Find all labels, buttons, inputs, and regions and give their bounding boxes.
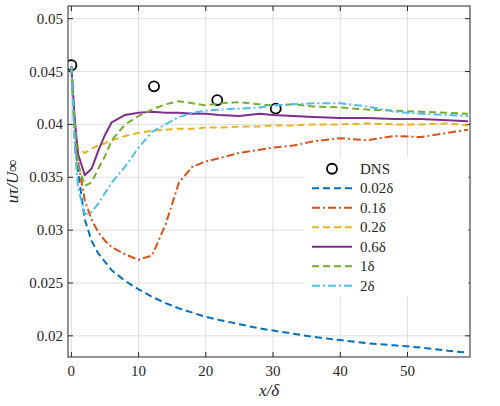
x-grid-line bbox=[71, 6, 72, 357]
legend-line bbox=[312, 187, 352, 189]
chart: 0 10 20 30 40 50 0.02 0.025 0.03 0.035 0.04 0.045 0.… bbox=[0, 0, 500, 406]
x-tick bbox=[407, 352, 408, 357]
legend-line bbox=[312, 226, 352, 228]
y-tick bbox=[465, 335, 470, 336]
x-grid-line bbox=[205, 6, 206, 357]
legend-label: DNS bbox=[360, 161, 390, 177]
x-axis-label: x/δ bbox=[258, 381, 280, 400]
y-tick bbox=[68, 230, 73, 231]
legend-box bbox=[305, 158, 468, 297]
data bbox=[68, 60, 468, 353]
legend-label: 0.1δ bbox=[360, 200, 386, 216]
x-tick bbox=[340, 6, 341, 11]
x-grid-line bbox=[273, 6, 274, 357]
x-tick bbox=[273, 6, 274, 11]
legend-marker bbox=[327, 164, 337, 174]
y-tick bbox=[68, 177, 73, 178]
legend-label: 0.02δ bbox=[360, 180, 393, 196]
y-tick-label: 0.05 bbox=[37, 11, 63, 27]
x-tick bbox=[407, 6, 408, 11]
legend-label: 1δ bbox=[360, 258, 375, 274]
x-tick bbox=[71, 352, 72, 357]
y-tick-label: 0.045 bbox=[29, 64, 63, 80]
y-tick bbox=[68, 18, 73, 19]
legend-line bbox=[312, 246, 352, 248]
x-grid-line bbox=[138, 6, 139, 357]
legend-line bbox=[312, 207, 352, 209]
y-tick-label: 0.03 bbox=[37, 222, 63, 238]
y-tick-label: 0.02 bbox=[37, 328, 63, 344]
y-grid-line bbox=[68, 18, 470, 19]
x-tick-label: 30 bbox=[266, 363, 281, 379]
y-tick bbox=[68, 335, 73, 336]
axes: 0 10 20 30 40 50 0.02 0.025 0.03 0.035 0.04 0.045 0.… bbox=[29, 6, 470, 379]
legend-label: 0.6δ bbox=[360, 239, 386, 255]
y-tick-label: 0.035 bbox=[29, 169, 63, 185]
background bbox=[0, 0, 500, 406]
y-tick bbox=[465, 71, 470, 72]
x-tick bbox=[205, 6, 206, 11]
y-tick-label: 0.025 bbox=[29, 275, 63, 291]
legend-label: 0.2δ bbox=[360, 219, 386, 235]
y-tick bbox=[68, 282, 73, 283]
x-tick bbox=[71, 6, 72, 11]
data-line bbox=[71, 66, 468, 153]
x-tick bbox=[205, 352, 206, 357]
y-grid-line bbox=[68, 335, 470, 336]
legend-line bbox=[312, 285, 352, 287]
plot-area bbox=[68, 6, 470, 357]
y-tick bbox=[465, 18, 470, 19]
x-tick bbox=[138, 352, 139, 357]
data-line bbox=[71, 66, 468, 353]
legend-line bbox=[312, 265, 352, 267]
x-tick-label: 20 bbox=[198, 363, 213, 379]
y-tick-label: 0.04 bbox=[37, 116, 64, 132]
legend-label: 2δ bbox=[360, 278, 375, 294]
plot-frame bbox=[68, 6, 470, 357]
x-tick-label: 40 bbox=[333, 363, 348, 379]
legend: DNS 0.02δ 0.1δ 0.2δ 0.6δ 1δ 2δ bbox=[305, 158, 468, 297]
x-tick bbox=[273, 352, 274, 357]
y-tick bbox=[68, 124, 73, 125]
x-tick-label: 50 bbox=[400, 363, 415, 379]
x-tick bbox=[340, 352, 341, 357]
x-tick-label: 10 bbox=[131, 363, 146, 379]
y-grid-line bbox=[68, 71, 470, 72]
data-point bbox=[149, 81, 159, 91]
grid bbox=[68, 6, 470, 357]
x-tick-label: 0 bbox=[68, 363, 76, 379]
x-tick bbox=[138, 6, 139, 11]
y-axis-label: uτ/U∞ bbox=[3, 160, 22, 204]
